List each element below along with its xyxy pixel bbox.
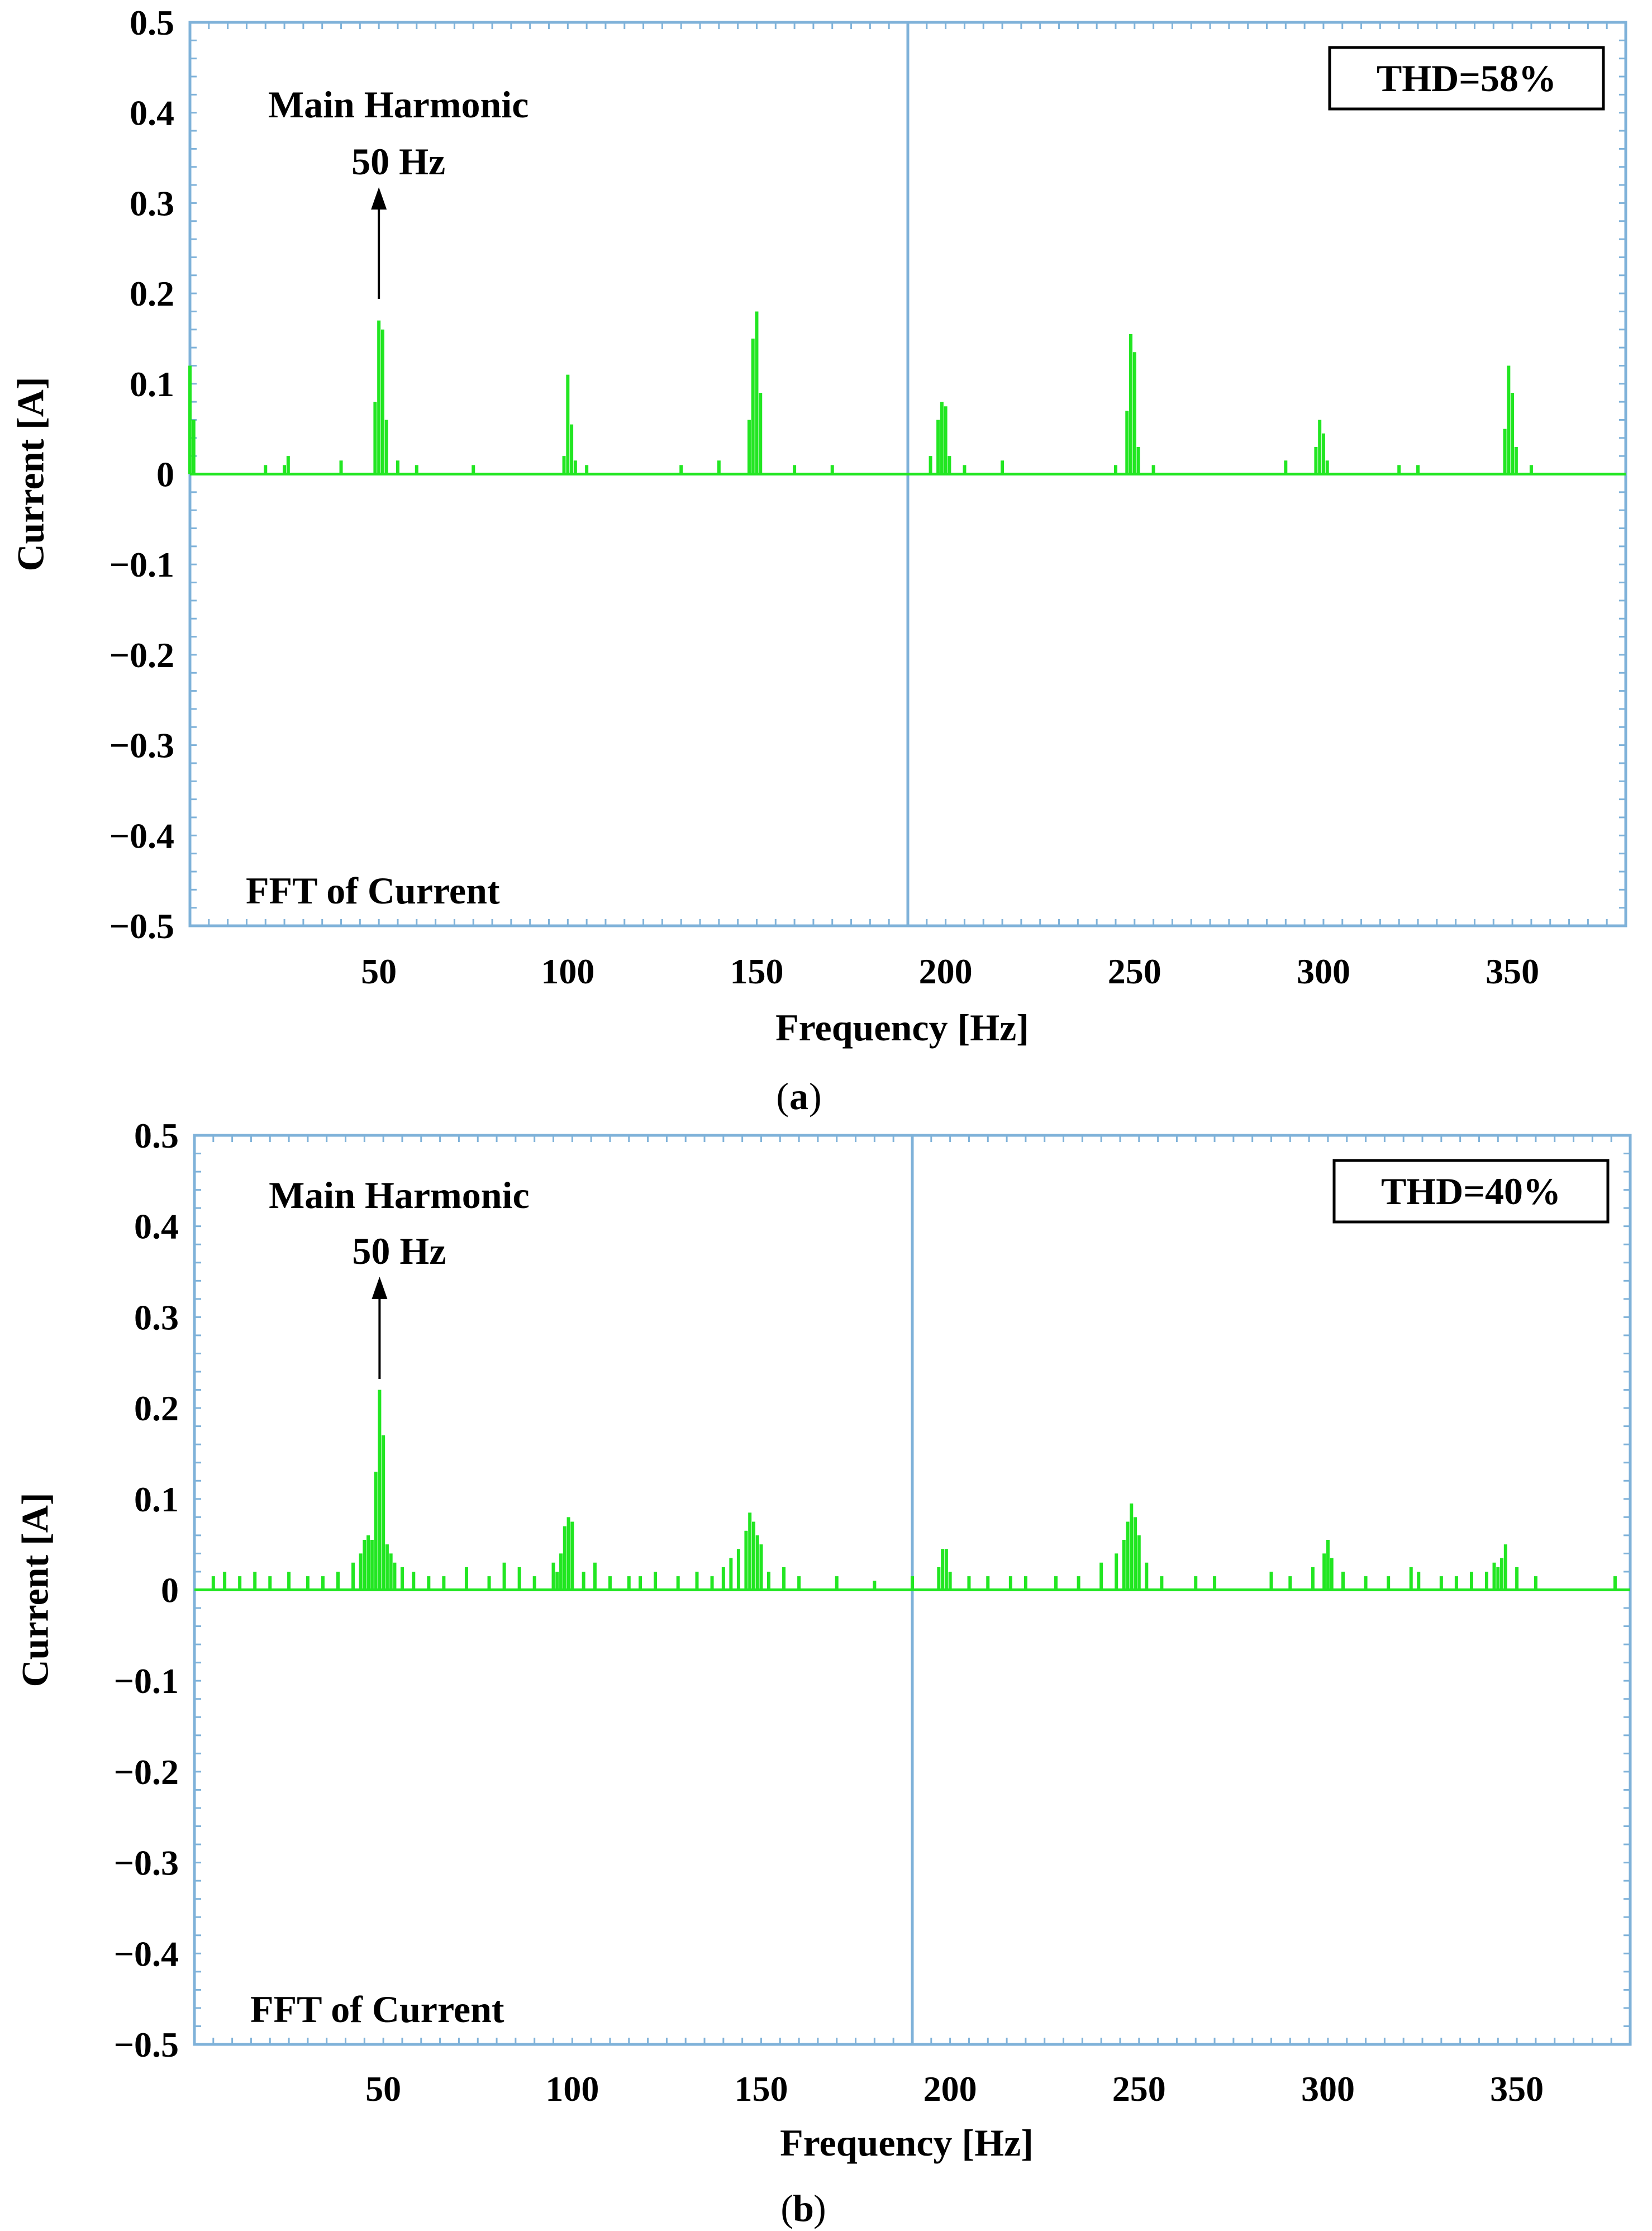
x-axis-label-a: Frequency [Hz] xyxy=(775,1006,1029,1049)
spectrum-bars-a xyxy=(188,311,1533,474)
x-tick-label: 200 xyxy=(923,2069,977,2109)
plot-area-b xyxy=(193,1134,1632,2046)
annotation-frequency: 50 Hz xyxy=(352,1230,446,1272)
y-tick-label: 0.2 xyxy=(134,1388,179,1428)
annotation-title: Main Harmonic xyxy=(269,1174,530,1216)
y-tick-label: 0 xyxy=(161,1571,179,1610)
plot-area-a xyxy=(188,21,1627,927)
thd-box-border xyxy=(1332,1159,1610,1224)
y-tick-labels-a: 0.5 0.4 0.3 0.2 0.1 0 −0.1 −0.2 −0.3 −0.… xyxy=(110,3,174,946)
thd-value: THD=40% xyxy=(1381,1170,1561,1212)
y-tick-label: −0.5 xyxy=(110,906,174,946)
x-tick-label: 50 xyxy=(365,2069,401,2109)
main-harmonic-annotation-a: Main Harmonic 50 Hz xyxy=(268,83,529,299)
main-harmonic-annotation-b: Main Harmonic 50 Hz xyxy=(269,1174,530,1379)
x-tick-label: 300 xyxy=(1297,952,1350,991)
y-axis-label-a: Current [A] xyxy=(9,377,52,571)
annotation-title: Main Harmonic xyxy=(268,83,529,126)
spectrum-bars-b xyxy=(211,1390,1617,1590)
panel-caption-b: ( b ) xyxy=(780,2187,826,2229)
y-tick-label: −0.5 xyxy=(114,2025,179,2064)
y-axis-label-b: Current [A] xyxy=(14,1492,56,1687)
y-tick-label: −0.2 xyxy=(114,1752,179,1792)
caption-letter: b xyxy=(793,2187,814,2229)
panel-caption-a: ( a ) xyxy=(776,1075,821,1117)
x-tick-label: 100 xyxy=(541,952,594,991)
fft-label-b: FFT of Current xyxy=(250,1988,504,2030)
y-tick-label: −0.4 xyxy=(114,1934,179,1973)
y-tick-label: 0 xyxy=(156,455,174,494)
y-tick-labels-b: 0.5 0.4 0.3 0.2 0.1 0 −0.1 −0.2 −0.3 −0.… xyxy=(114,1116,179,2064)
x-axis-label-b: Frequency [Hz] xyxy=(780,2121,1034,2164)
panel-b: 0.5 0.4 0.3 0.2 0.1 0 −0.1 −0.2 −0.3 −0.… xyxy=(14,1116,1632,2229)
y-tick-label: 0.3 xyxy=(134,1297,179,1337)
x-tick-label: 300 xyxy=(1301,2069,1355,2109)
y-tick-label: 0.5 xyxy=(130,3,174,42)
caption-close-paren: ) xyxy=(809,1075,822,1117)
caption-letter: a xyxy=(789,1075,808,1117)
x-tick-label: 150 xyxy=(730,952,783,991)
y-tick-label: 0.5 xyxy=(134,1116,179,1155)
y-tick-label: −0.3 xyxy=(110,726,174,765)
y-tick-label: 0.1 xyxy=(134,1480,179,1519)
x-tick-label: 150 xyxy=(734,2069,788,2109)
y-tick-label: −0.1 xyxy=(114,1661,179,1701)
x-tick-labels-a: 50 100 150 200 250 300 350 xyxy=(361,952,1539,991)
y-tick-label: 0.4 xyxy=(134,1207,179,1247)
x-tick-label: 250 xyxy=(1108,952,1161,991)
x-tick-label: 50 xyxy=(361,952,397,991)
panel-a: 0.5 0.4 0.3 0.2 0.1 0 −0.1 −0.2 −0.3 −0.… xyxy=(9,3,1627,1117)
y-tick-label: −0.1 xyxy=(110,545,174,584)
y-tick-label: −0.2 xyxy=(110,635,174,675)
caption-open-paren: ( xyxy=(776,1075,789,1117)
caption-close-paren: ) xyxy=(813,2187,826,2229)
x-tick-label: 250 xyxy=(1112,2069,1166,2109)
x-tick-label: 200 xyxy=(919,952,973,991)
x-tick-label: 100 xyxy=(545,2069,599,2109)
frame-minor-ticks-b xyxy=(194,1135,1630,2044)
x-tick-label: 350 xyxy=(1490,2069,1544,2109)
thd-box-border xyxy=(1328,46,1605,111)
annotation-arrow-head xyxy=(371,187,387,210)
annotation-arrow-head xyxy=(372,1277,388,1299)
thd-box-b: THD=40% xyxy=(1332,1159,1610,1224)
fft-label-a: FFT of Current xyxy=(246,869,500,912)
y-tick-label: −0.3 xyxy=(114,1843,179,1883)
y-tick-label: 0.4 xyxy=(130,93,174,133)
y-tick-label: 0.2 xyxy=(130,274,174,313)
y-tick-label: −0.4 xyxy=(110,816,174,855)
annotation-frequency: 50 Hz xyxy=(351,140,445,183)
y-tick-label: 0.1 xyxy=(130,364,174,404)
y-tick-label: 0.3 xyxy=(130,183,174,223)
x-tick-label: 350 xyxy=(1486,952,1539,991)
thd-box-a: THD=58% xyxy=(1328,46,1605,111)
thd-value: THD=58% xyxy=(1377,57,1556,99)
caption-open-paren: ( xyxy=(780,2187,793,2229)
x-tick-labels-b: 50 100 150 200 250 300 350 xyxy=(365,2069,1544,2109)
